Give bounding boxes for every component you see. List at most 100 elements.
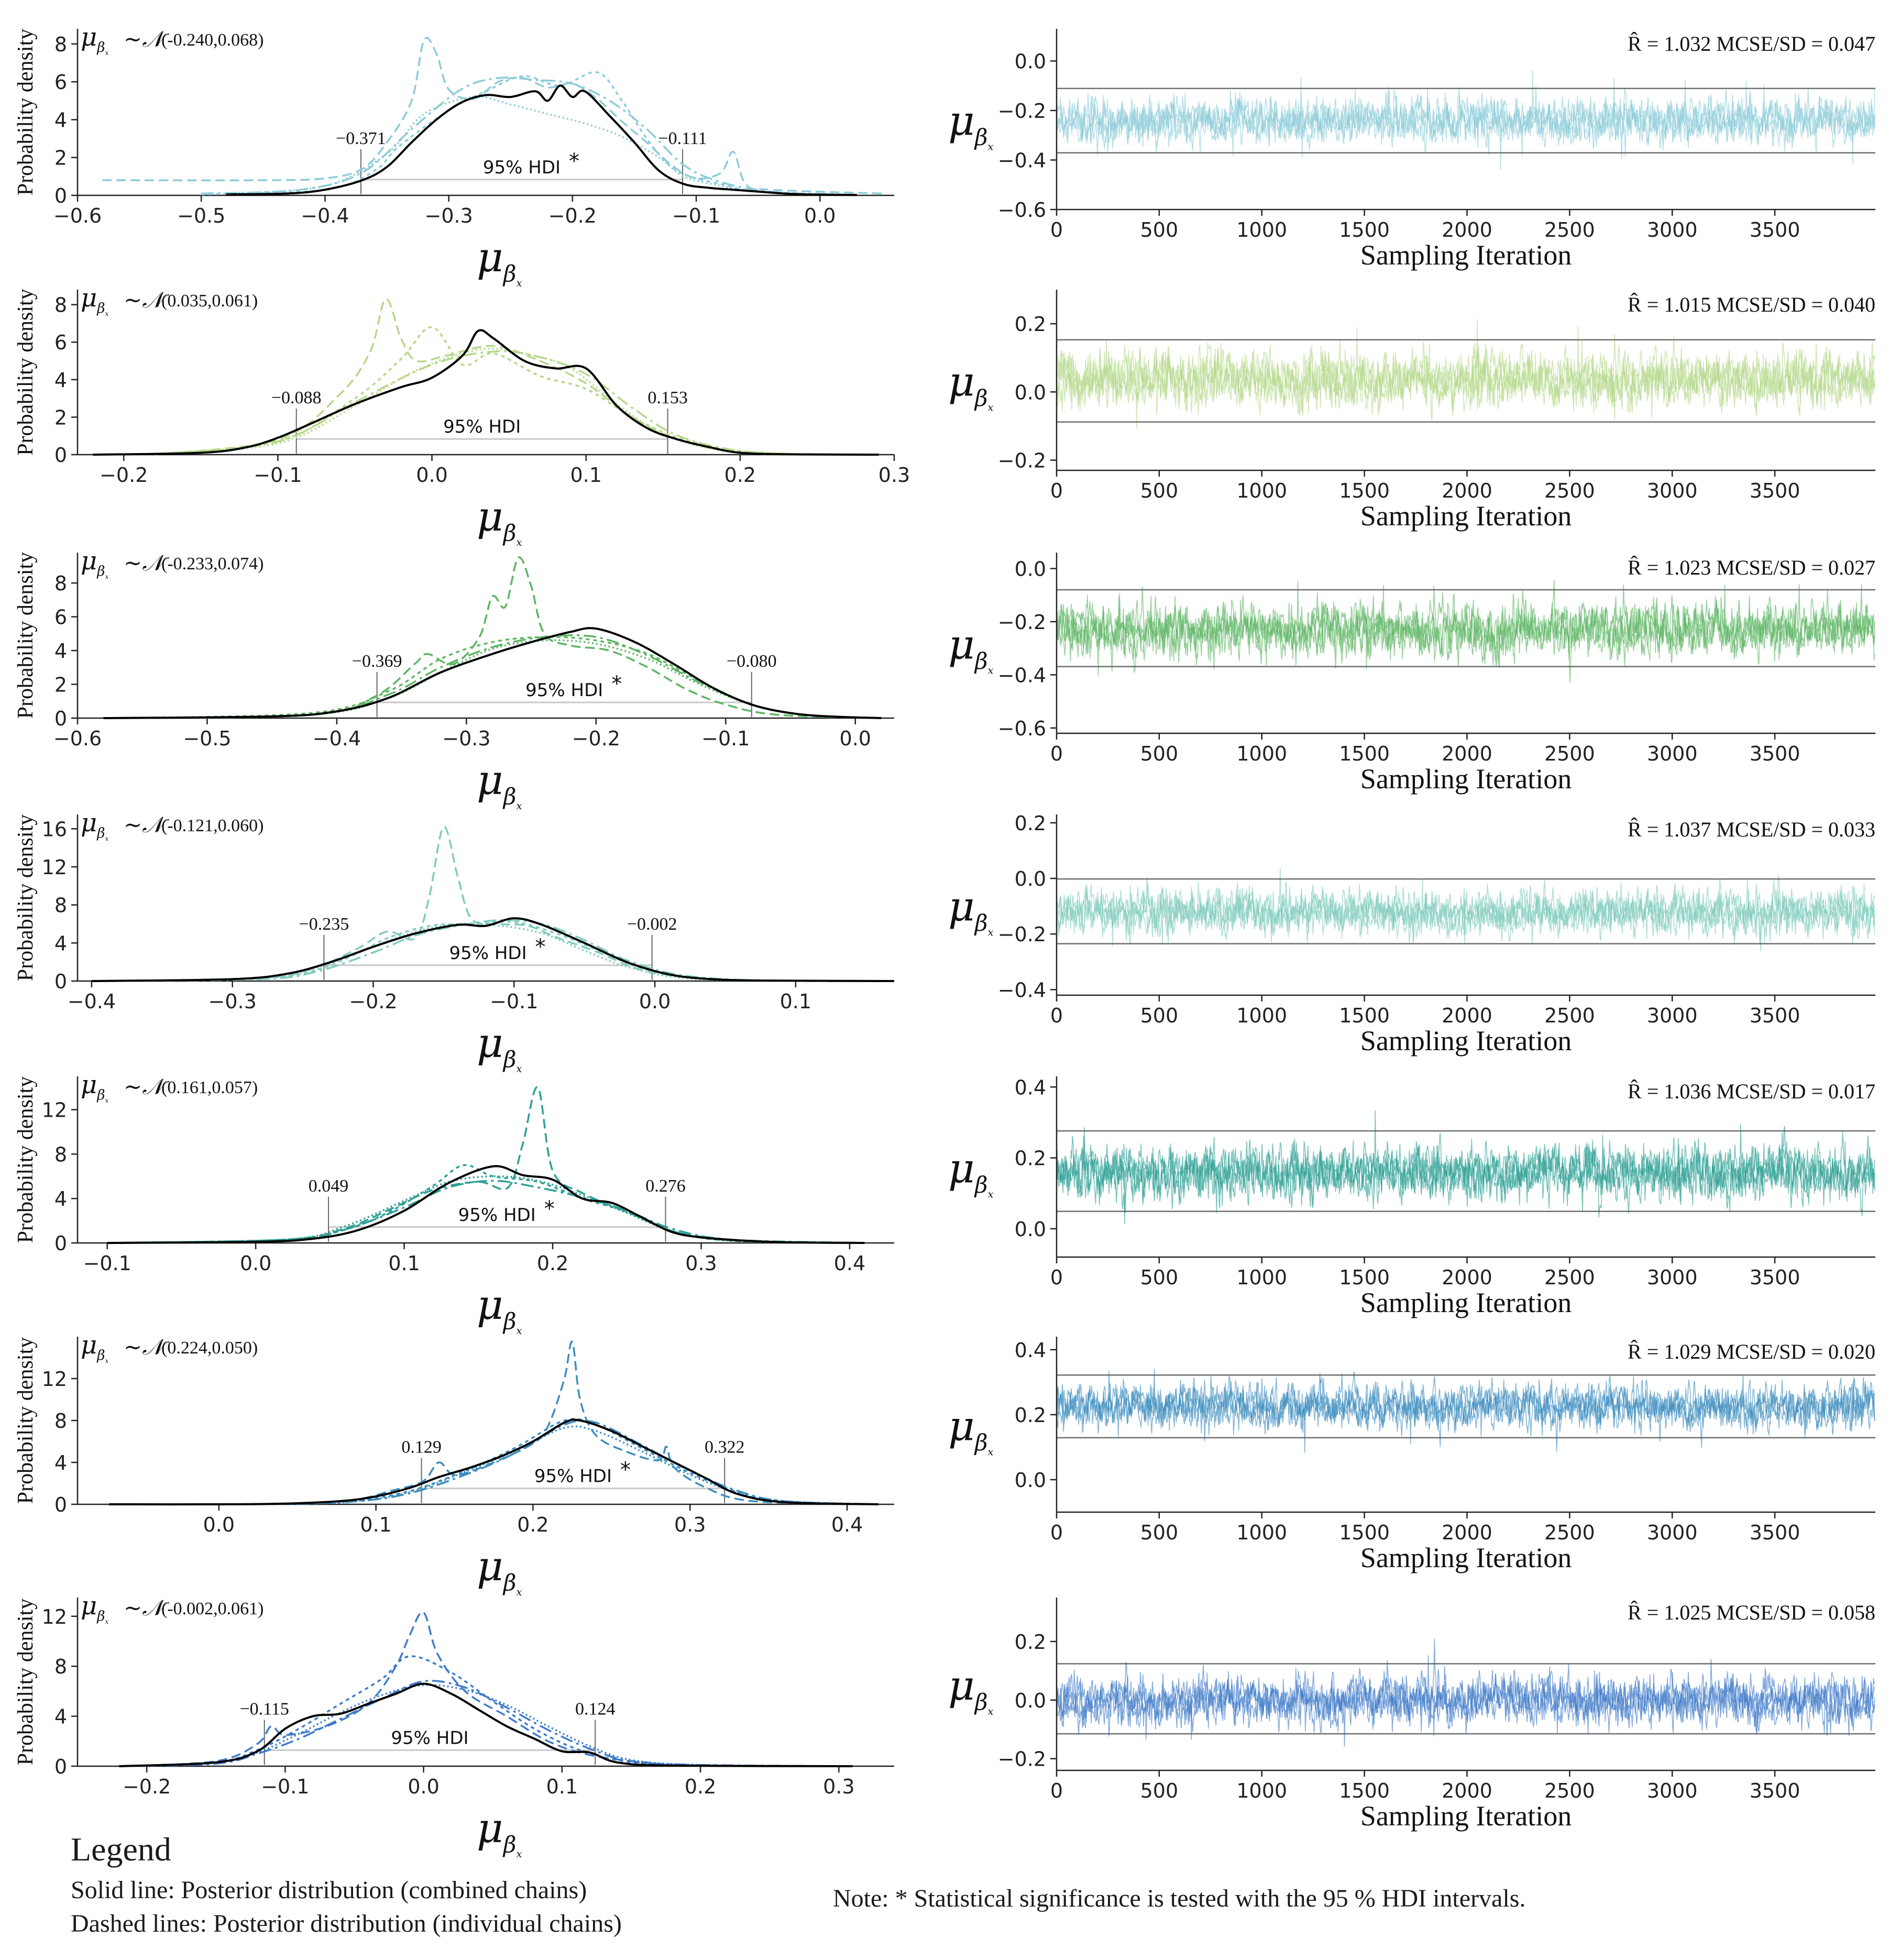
y-axis-label: Probability density <box>14 1337 38 1504</box>
y-axis-label: μβx <box>948 98 994 153</box>
hdi-bound-label: −0.115 <box>240 1699 289 1719</box>
prior-annotation: μβx ~𝒩(-0.121,0.060) <box>81 808 263 842</box>
chain-density-line <box>250 1425 879 1505</box>
x-tick-label: 2500 <box>1544 1266 1595 1289</box>
y-tick-label: 0.0 <box>1015 381 1046 404</box>
y-tick-label: 12 <box>42 1605 67 1628</box>
combined-density-line <box>108 1418 879 1506</box>
x-tick-label: 0 <box>1050 1004 1063 1027</box>
x-axis-label: Sampling Iteration <box>1360 763 1572 795</box>
chain-density-line <box>119 1680 853 1767</box>
x-tick-label: −0.1 <box>672 204 720 227</box>
y-tick-label: 0 <box>54 970 67 993</box>
significance-note: Note: * Statistical significance is test… <box>833 1885 1526 1912</box>
x-tick-label: 3500 <box>1750 1266 1800 1289</box>
x-tick-label: 0.1 <box>360 1513 391 1536</box>
y-tick-label: 0.4 <box>1015 1076 1046 1099</box>
x-tick-label: 500 <box>1140 742 1179 765</box>
legend-title: Legend <box>71 1831 171 1868</box>
y-tick-label: 4 <box>54 640 67 663</box>
x-tick-label: 0 <box>1050 1779 1063 1802</box>
x-tick-label: 0 <box>1050 218 1063 241</box>
prior-mu-symbol: μβx <box>81 1330 108 1364</box>
y-axis-label: Probability density <box>14 814 38 982</box>
chain-density-line <box>201 76 832 195</box>
x-tick-label: −0.6 <box>53 727 102 750</box>
x-tick-label: 3500 <box>1750 742 1800 765</box>
combined-density-line <box>91 917 895 982</box>
y-tick-label: 0 <box>54 1493 67 1516</box>
x-tick-label: 0 <box>1050 1266 1063 1289</box>
y-tick-label: 8 <box>54 294 67 317</box>
x-tick-label: 2000 <box>1442 742 1492 765</box>
y-tick-label: −0.2 <box>998 449 1046 472</box>
prior-params: (-0.121,0.060) <box>161 816 263 835</box>
x-tick-label: 2000 <box>1442 1521 1492 1544</box>
x-axis-label: μβx <box>477 234 522 289</box>
chain-density-line <box>103 636 882 719</box>
combined-density-line <box>226 84 858 196</box>
y-tick-label: 0 <box>54 1232 67 1255</box>
x-axis-label: μβx <box>477 1543 522 1598</box>
x-axis-label: μβx <box>477 493 522 548</box>
legend-solid-line: Solid line: Posterior distribution (comb… <box>71 1876 587 1904</box>
x-tick-label: 1000 <box>1236 218 1287 241</box>
x-axis-label: Sampling Iteration <box>1360 1287 1572 1318</box>
chain-trace-line <box>1056 1110 1875 1218</box>
y-tick-label: 0.0 <box>1015 50 1046 73</box>
x-axis-label: Sampling Iteration <box>1360 1800 1572 1832</box>
chain-density-line <box>103 556 882 719</box>
prior-params: (-0.240,0.068) <box>161 30 263 50</box>
y-tick-label: 12 <box>42 856 67 879</box>
hdi-bound-label: −0.111 <box>658 129 707 148</box>
x-tick-label: 2500 <box>1544 479 1595 502</box>
y-tick-label: −0.2 <box>998 923 1046 946</box>
significance-star: * <box>544 1197 555 1221</box>
y-axis-label: Probability density <box>14 552 38 719</box>
x-axis-label: Sampling Iteration <box>1360 239 1572 271</box>
significance-star: * <box>569 149 579 173</box>
trace-panel-6: 0.0 0.2 0.4 0 500 1000 1500 2000 2500 3000 3500 Sam… <box>948 1337 1875 1573</box>
y-tick-label: 4 <box>54 369 67 392</box>
y-tick-label: 8 <box>54 894 67 917</box>
prior-params: (-0.233,0.074) <box>161 554 263 574</box>
chain-density-line <box>103 634 882 719</box>
x-axis-label: Sampling Iteration <box>1360 1542 1572 1573</box>
prior-params: (0.161,0.057) <box>161 1078 258 1097</box>
prior-normal-symbol: ~𝒩 <box>124 287 169 313</box>
y-tick-label: 8 <box>54 1410 67 1433</box>
hdi-bound-label: 0.276 <box>645 1176 686 1196</box>
x-tick-label: 0.0 <box>639 990 671 1013</box>
x-tick-label: 0.0 <box>416 464 447 487</box>
x-tick-label: 0.1 <box>388 1252 420 1275</box>
y-tick-label: 0.2 <box>1015 812 1046 835</box>
x-tick-label: 0.0 <box>840 727 871 750</box>
x-axis-label: μβx <box>477 1282 522 1337</box>
y-tick-label: 0.0 <box>1015 1689 1046 1712</box>
chain-density-line <box>91 920 895 982</box>
prior-mu-symbol: μβx <box>81 23 108 57</box>
y-tick-label: −0.2 <box>998 611 1046 634</box>
x-tick-label: −0.1 <box>254 464 302 487</box>
y-tick-label: 0.4 <box>1015 1339 1046 1362</box>
chain-trace-line <box>1056 339 1875 421</box>
y-tick-label: 4 <box>54 1705 67 1728</box>
hdi-label: 95% HDI <box>458 1205 536 1226</box>
chain-trace-line <box>1056 319 1875 429</box>
y-axis-label: μβx <box>948 622 994 677</box>
significance-star: * <box>535 935 546 959</box>
prior-mu-symbol: μβx <box>81 283 108 317</box>
y-tick-label: 8 <box>54 1143 67 1166</box>
x-tick-label: 3000 <box>1647 1521 1698 1544</box>
posterior-panel-4: 0 4 8 12 16 −0.4 −0.3 −0.2 −0.1 0.0 0.1 Probability… <box>14 808 895 1075</box>
x-tick-label: −0.4 <box>68 990 116 1013</box>
x-tick-label: 2000 <box>1442 479 1492 502</box>
hdi-label: 95% HDI <box>449 943 526 964</box>
x-tick-label: −0.2 <box>123 1775 171 1798</box>
y-tick-label: 4 <box>54 1187 67 1210</box>
x-axis-label: μβx <box>477 757 522 812</box>
x-tick-label: 3000 <box>1647 1266 1698 1289</box>
x-tick-label: 0.0 <box>203 1513 235 1536</box>
hdi-label: 95% HDI <box>391 1727 468 1748</box>
